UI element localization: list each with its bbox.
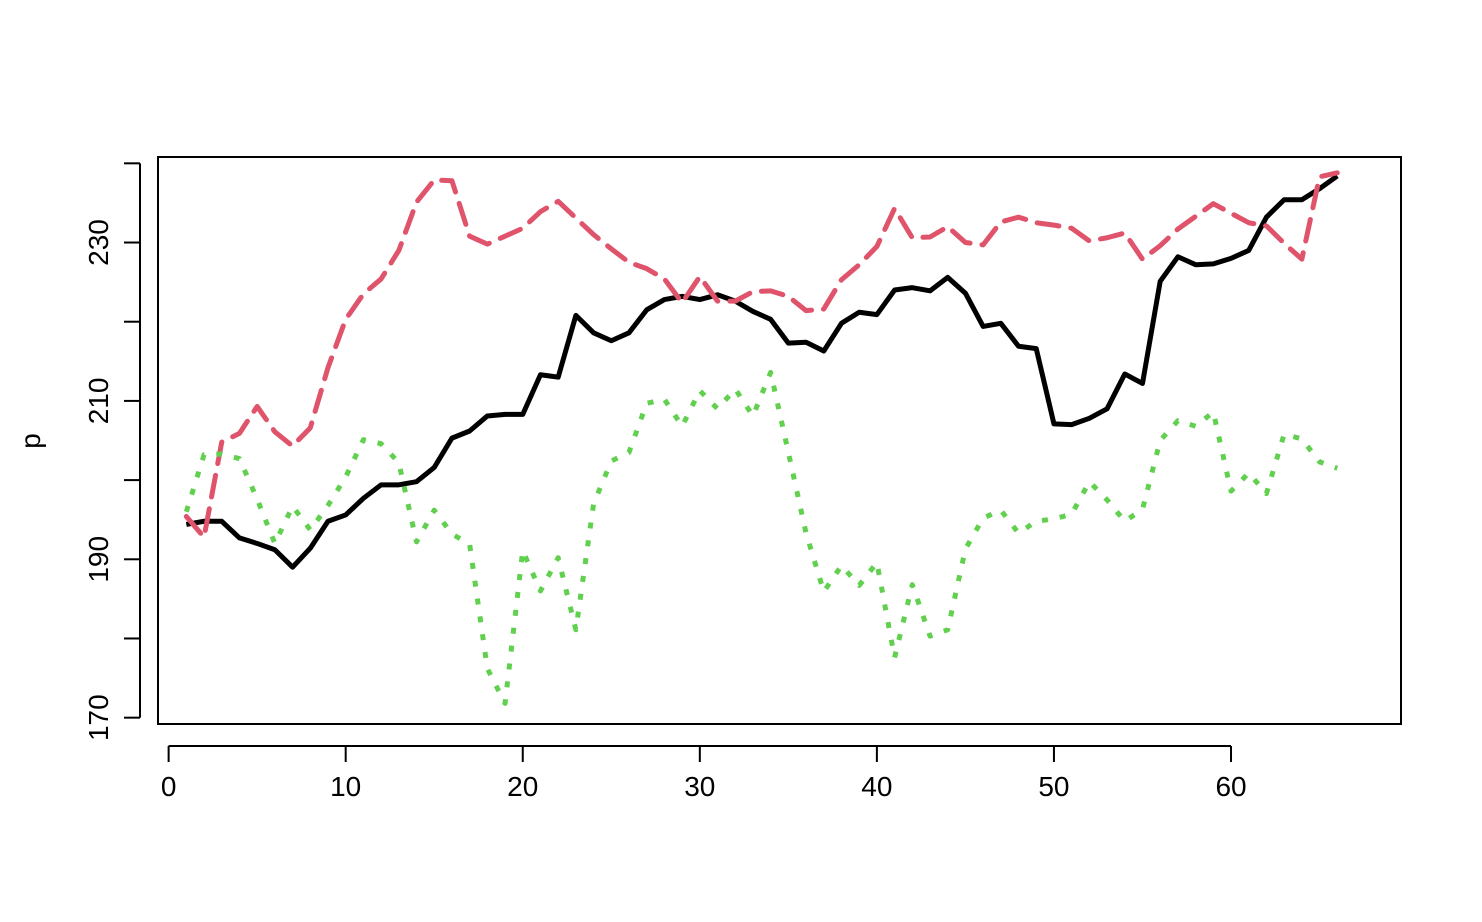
x-axis: 0 10 20 30 40 50 60 (161, 745, 1247, 802)
x-tick-label: 60 (1215, 771, 1246, 802)
x-tick-label: 0 (161, 771, 177, 802)
y-tick-label: 210 (83, 378, 114, 425)
series-layer (183, 170, 1340, 706)
y-axis: 170 190 210 230 (83, 162, 141, 741)
series-line-1 (185, 173, 1339, 570)
y-tick-label: 190 (83, 536, 114, 583)
series-line-3 (183, 369, 1339, 706)
y-tick-label: 230 (83, 219, 114, 266)
x-tick-label: 30 (684, 771, 715, 802)
series-line-2 (183, 170, 1340, 540)
x-tick-label: 40 (861, 771, 892, 802)
x-tick-label: 50 (1038, 771, 1069, 802)
x-tick-label: 10 (330, 771, 361, 802)
y-tick-label: 170 (83, 694, 114, 741)
y-axis-label: p (15, 433, 46, 449)
x-tick-label: 20 (507, 771, 538, 802)
plot-box (157, 156, 1402, 725)
